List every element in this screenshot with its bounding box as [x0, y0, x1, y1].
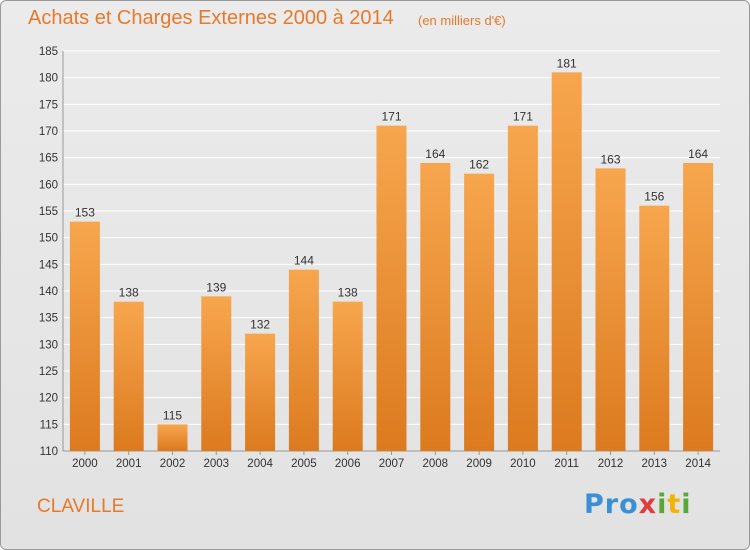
data-label: 132 [250, 318, 270, 332]
y-tick-label: 150 [39, 233, 58, 245]
data-label: 138 [338, 286, 358, 300]
x-tick-label: 2012 [598, 458, 624, 470]
x-tick-label: 2013 [642, 458, 668, 470]
x-tick-label: 2014 [685, 458, 711, 470]
y-tick-label: 145 [39, 259, 58, 271]
x-tick-label: 2000 [72, 458, 98, 470]
y-tick-label: 115 [40, 419, 58, 431]
data-label: 153 [75, 206, 95, 220]
y-tick-label: 140 [39, 286, 58, 298]
bar [683, 163, 714, 451]
chart-title: Achats et Charges Externes 2000 à 2014 [28, 7, 394, 29]
logo-part: t [667, 489, 682, 520]
x-tick-label: 2001 [116, 458, 142, 470]
x-tick-label: 2005 [291, 458, 317, 470]
bar [376, 125, 407, 452]
bar [551, 72, 582, 451]
y-tick-label: 185 [39, 46, 58, 58]
bar [420, 163, 451, 451]
logo-part: Pro [584, 489, 639, 520]
y-tick-label: 175 [39, 99, 58, 111]
y-tick-label: 180 [39, 73, 58, 85]
x-tick-label: 2006 [335, 458, 361, 470]
data-label: 115 [163, 408, 182, 422]
data-label: 164 [425, 147, 445, 161]
value-labels: 153 138 115 139 132 144 138 171 164 162 171 181 163 1… [75, 56, 709, 422]
data-label: 144 [294, 254, 314, 268]
logo-part: i [657, 489, 668, 520]
bar [201, 296, 232, 451]
data-label: 162 [469, 158, 489, 172]
bar [245, 333, 276, 451]
data-label: 171 [513, 110, 533, 124]
logo-part: i [681, 489, 692, 520]
bar [288, 269, 319, 451]
bar [464, 173, 495, 451]
y-tick-label: 165 [39, 153, 58, 165]
y-tick-label: 135 [39, 313, 58, 325]
data-label: 171 [381, 110, 401, 124]
bars [69, 72, 714, 452]
chart-subtitle: (en milliers d'€) [418, 13, 506, 28]
bar [113, 301, 144, 451]
data-label: 181 [557, 56, 577, 70]
y-tick-label: 155 [39, 206, 58, 218]
bar [332, 301, 363, 451]
bar [639, 205, 670, 451]
data-label: 156 [644, 190, 664, 204]
x-tick-label: 2011 [554, 458, 579, 470]
bar [69, 221, 100, 451]
y-tick-label: 120 [39, 393, 58, 405]
x-tick-label: 2007 [379, 458, 405, 470]
bar [157, 424, 188, 451]
logo-part: x [638, 489, 658, 520]
data-label: 138 [119, 286, 139, 300]
x-tick-label: 2002 [160, 458, 186, 470]
commune-name: CLAVILLE [37, 496, 125, 517]
bar [507, 125, 538, 452]
x-tick-label: 2004 [247, 458, 273, 470]
data-label: 163 [600, 152, 620, 166]
x-tick-label: 2010 [510, 458, 536, 470]
x-tick-label: 2009 [466, 458, 492, 470]
bar [595, 168, 626, 452]
y-tick-label: 130 [39, 339, 58, 351]
x-tick-label: 2008 [423, 458, 449, 470]
y-tick-label: 170 [39, 126, 58, 138]
data-label: 139 [206, 280, 226, 294]
proxiti-logo: Proxiti [584, 489, 692, 520]
x-tick-label: 2003 [204, 458, 230, 470]
y-tick-label: 110 [40, 446, 58, 458]
y-tick-label: 125 [39, 366, 58, 378]
y-tick-label: 160 [39, 179, 58, 191]
data-label: 164 [688, 147, 708, 161]
